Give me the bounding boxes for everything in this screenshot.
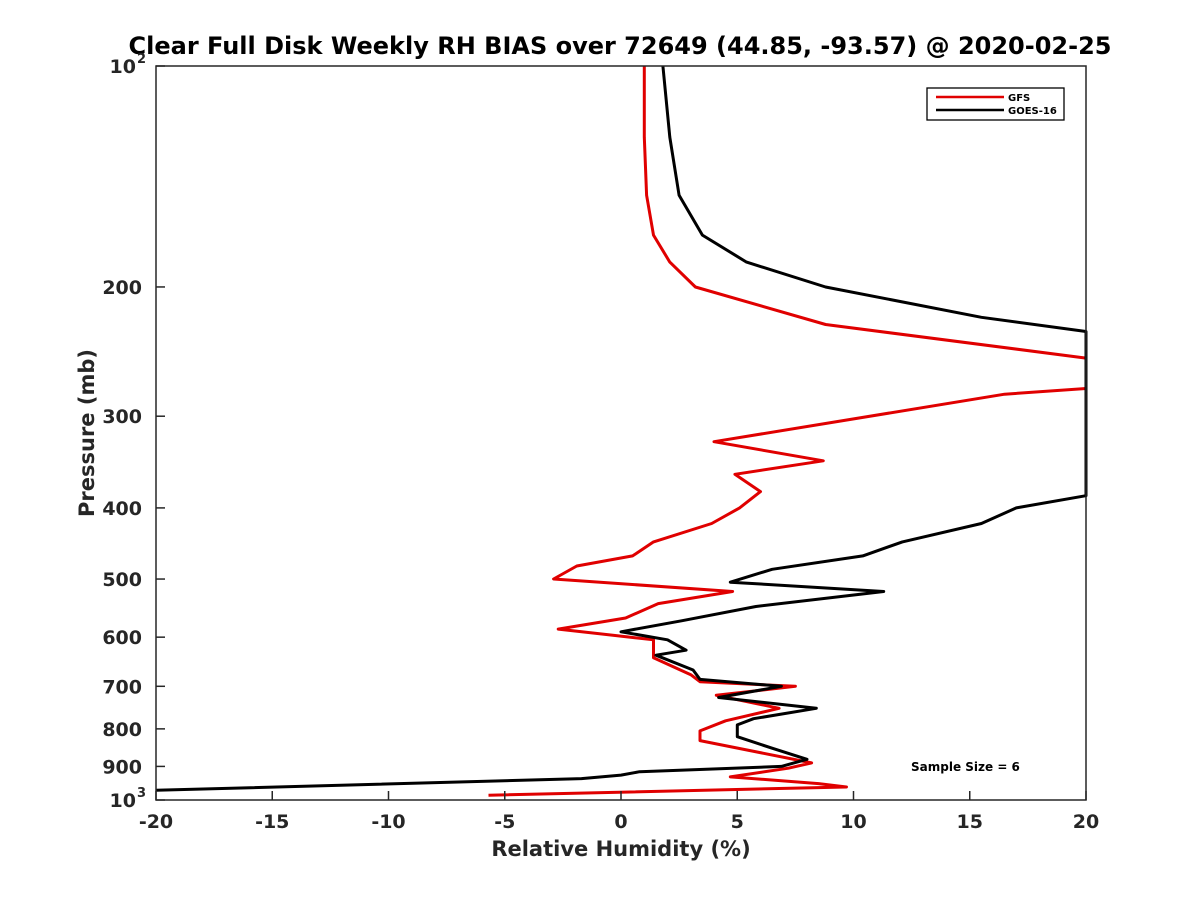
chart-title: Clear Full Disk Weekly RH BIAS over 7264… <box>129 32 1112 60</box>
y-tick-label: 400 <box>102 498 142 520</box>
x-tick-label: 5 <box>731 811 744 833</box>
y-axis-label: Pressure (mb) <box>75 349 99 517</box>
y-tick-label: 500 <box>102 569 142 591</box>
x-axis-label: Relative Humidity (%) <box>491 837 750 861</box>
y-tick-label: 700 <box>102 676 142 698</box>
x-tick-label: 20 <box>1073 811 1099 833</box>
y-tick-exponent: 2 <box>137 52 146 67</box>
y-tick-label: 800 <box>102 719 142 741</box>
y-tick-exponent: 3 <box>137 786 146 801</box>
y-tick-label: 10 <box>110 790 136 812</box>
x-tick-label: 10 <box>840 811 866 833</box>
series-layer <box>155 65 1088 797</box>
x-tick-label: -20 <box>139 811 173 833</box>
y-tick-label: 900 <box>102 756 142 778</box>
legend-box <box>926 87 1065 121</box>
x-tick-label: 0 <box>614 811 627 833</box>
y-tick-label: 600 <box>102 627 142 649</box>
y-tick-label: 300 <box>102 406 142 428</box>
sample-size-annotation: Sample Size = 6 <box>911 760 1020 774</box>
legend-label-goes16: GOES-16 <box>1008 106 1057 117</box>
x-tick-label: -5 <box>494 811 515 833</box>
x-tick-label: -15 <box>255 811 289 833</box>
y-tick-label: 10 <box>110 56 136 78</box>
x-axis-ticks: -20 -15 -10 -5 0 5 10 15 20 <box>139 791 1099 833</box>
legend-label-gfs: GFS <box>1008 93 1030 104</box>
x-tick-label: 15 <box>957 811 983 833</box>
y-tick-label: 200 <box>102 277 142 299</box>
x-tick-label: -10 <box>371 811 405 833</box>
plot-area: -20 -15 -10 -5 0 5 10 15 20 10 220030040050060070… <box>102 52 1099 833</box>
legend: GFS GOES-16 <box>926 87 1065 121</box>
series-line-gfs <box>488 66 1088 797</box>
series-line-goes16 <box>155 65 1088 792</box>
